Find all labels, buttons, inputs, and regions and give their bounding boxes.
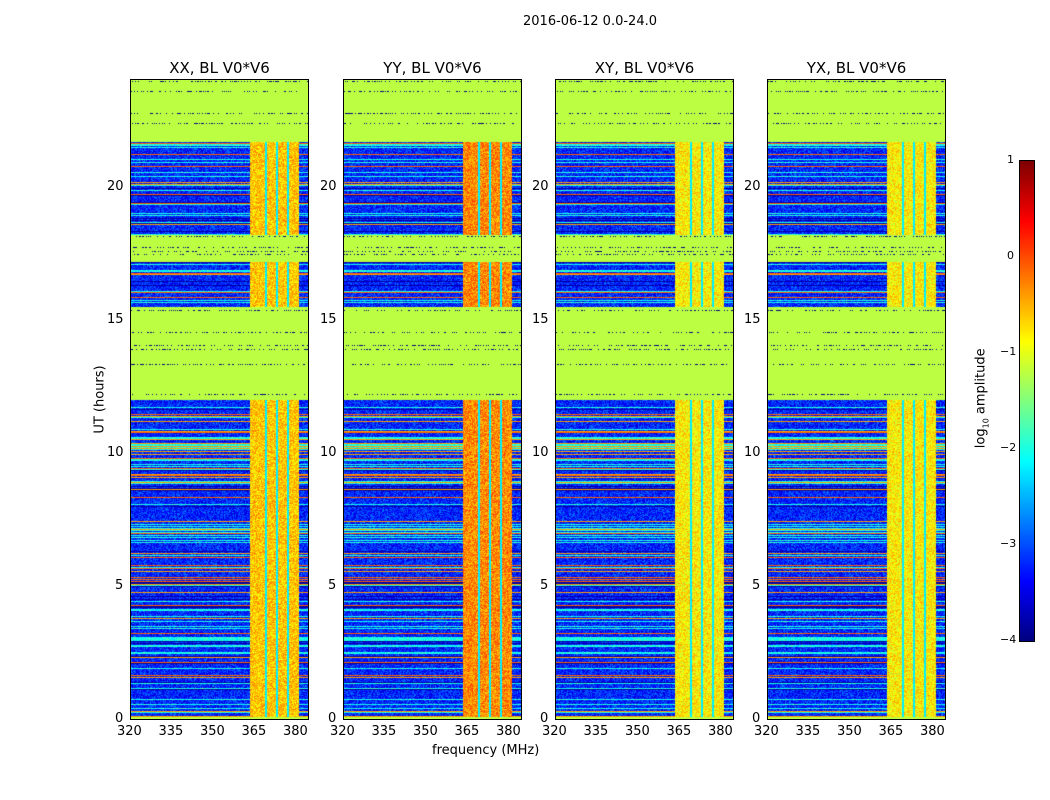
y-tick-label: 0 bbox=[115, 711, 124, 726]
y-tick-label: 20 bbox=[744, 178, 761, 194]
panel-title: YY, BL V0*V6 bbox=[383, 59, 482, 77]
x-tick-label: 335 bbox=[371, 724, 397, 739]
y-tick-label: 15 bbox=[107, 311, 124, 327]
panel-title: XY, BL V0*V6 bbox=[594, 59, 695, 77]
colorbar-tick-label: 1 bbox=[1007, 153, 1014, 166]
x-tick-label: 320 bbox=[754, 724, 779, 739]
colorbar-label-rest: amplitude bbox=[973, 348, 989, 419]
y-tick-label: 5 bbox=[115, 577, 124, 593]
y-tick-label: 5 bbox=[752, 577, 761, 593]
heatmap-panel bbox=[767, 79, 946, 720]
y-tick-label: 0 bbox=[752, 711, 761, 726]
y-tick-label: 15 bbox=[320, 311, 337, 327]
colorbar-tick-label: −2 bbox=[1000, 441, 1017, 454]
colorbar-tick-label: −4 bbox=[1000, 633, 1017, 646]
y-axis-label: UT (hours) bbox=[92, 365, 108, 434]
x-tick-label: 380 bbox=[495, 724, 521, 739]
y-tick-label: 10 bbox=[532, 444, 549, 460]
colorbar-tick-label: 0 bbox=[1007, 249, 1014, 262]
heatmap-cells bbox=[344, 80, 521, 719]
colorbar-tick-label: −3 bbox=[1000, 537, 1017, 550]
y-tick-label: 0 bbox=[328, 711, 337, 726]
heatmap-panel bbox=[130, 79, 309, 720]
heatmap-cells bbox=[556, 80, 733, 719]
panel-title: XX, BL V0*V6 bbox=[169, 59, 270, 77]
x-tick-label: 350 bbox=[412, 724, 438, 739]
x-tick-label: 350 bbox=[836, 724, 862, 739]
x-tick-label: 380 bbox=[919, 724, 945, 739]
y-tick-label: 15 bbox=[532, 311, 549, 327]
x-tick-label: 380 bbox=[707, 724, 733, 739]
y-tick-label: 20 bbox=[532, 178, 549, 194]
x-tick-label: 365 bbox=[878, 724, 904, 739]
colorbar-label: log10 amplitude bbox=[974, 348, 991, 448]
colorbar-tick-label: −1 bbox=[1000, 345, 1017, 358]
colorbar-label-sub: 10 bbox=[981, 418, 991, 429]
x-tick-label: 335 bbox=[583, 724, 609, 739]
x-tick-label: 365 bbox=[666, 724, 692, 739]
panel-title: YX, BL V0*V6 bbox=[806, 59, 907, 77]
x-tick-label: 365 bbox=[454, 724, 480, 739]
x-tick-label: 380 bbox=[282, 724, 308, 739]
x-tick-label: 320 bbox=[542, 724, 567, 739]
y-tick-label: 5 bbox=[540, 577, 549, 593]
y-tick-label: 5 bbox=[328, 577, 337, 593]
figure-title: 2016-06-12 0.0-24.0 bbox=[523, 14, 657, 29]
y-tick-label: 10 bbox=[744, 444, 761, 460]
y-tick-label: 0 bbox=[540, 711, 549, 726]
y-tick-label: 20 bbox=[320, 178, 337, 194]
x-tick-label: 320 bbox=[330, 724, 355, 739]
heatmap-cells bbox=[768, 80, 945, 719]
colorbar-label-main: log bbox=[973, 428, 989, 449]
heatmap-cells bbox=[131, 80, 308, 719]
x-tick-label: 350 bbox=[624, 724, 650, 739]
colorbar bbox=[1019, 160, 1035, 642]
heatmap-panel bbox=[555, 79, 734, 720]
x-tick-label: 335 bbox=[795, 724, 821, 739]
y-tick-label: 20 bbox=[107, 178, 124, 194]
y-tick-label: 15 bbox=[744, 311, 761, 327]
x-tick-label: 350 bbox=[199, 724, 225, 739]
heatmap-panel bbox=[343, 79, 522, 720]
y-tick-label: 10 bbox=[107, 444, 124, 460]
x-tick-label: 320 bbox=[117, 724, 142, 739]
x-tick-label: 335 bbox=[158, 724, 184, 739]
x-tick-label: 365 bbox=[241, 724, 267, 739]
y-tick-label: 10 bbox=[320, 444, 337, 460]
x-axis-label: frequency (MHz) bbox=[432, 743, 540, 758]
